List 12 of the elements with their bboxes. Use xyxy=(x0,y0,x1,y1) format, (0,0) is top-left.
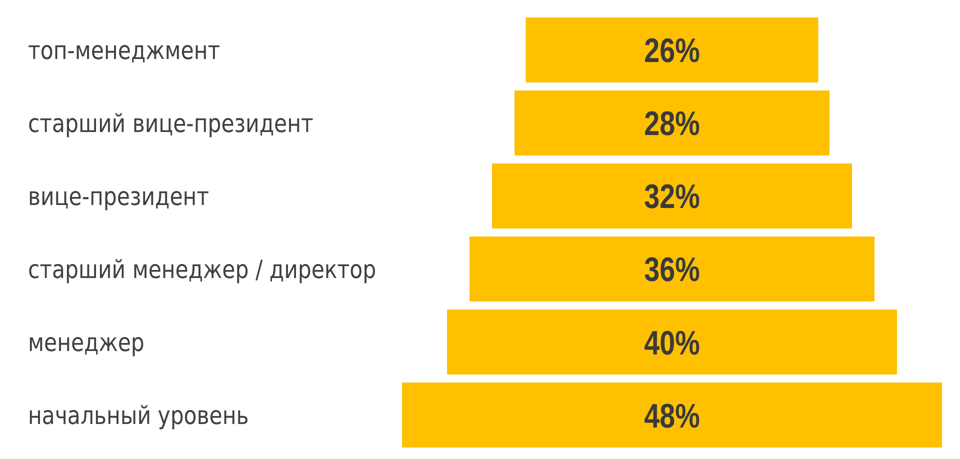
category-label: менеджер xyxy=(28,328,144,358)
category-label: начальный уровень xyxy=(28,401,249,431)
data-label: 40% xyxy=(644,324,700,362)
data-label: 36% xyxy=(644,250,700,289)
data-label: 48% xyxy=(644,396,700,435)
category-label: вице-президент xyxy=(28,182,210,212)
data-label: 28% xyxy=(644,104,700,143)
data-label: 32% xyxy=(644,178,700,216)
data-label: 26% xyxy=(644,32,700,70)
category-label: старший менеджер / директор xyxy=(28,255,376,284)
category-label: топ-менеджмент xyxy=(28,36,220,66)
category-label: старший вице-президент xyxy=(28,109,314,138)
